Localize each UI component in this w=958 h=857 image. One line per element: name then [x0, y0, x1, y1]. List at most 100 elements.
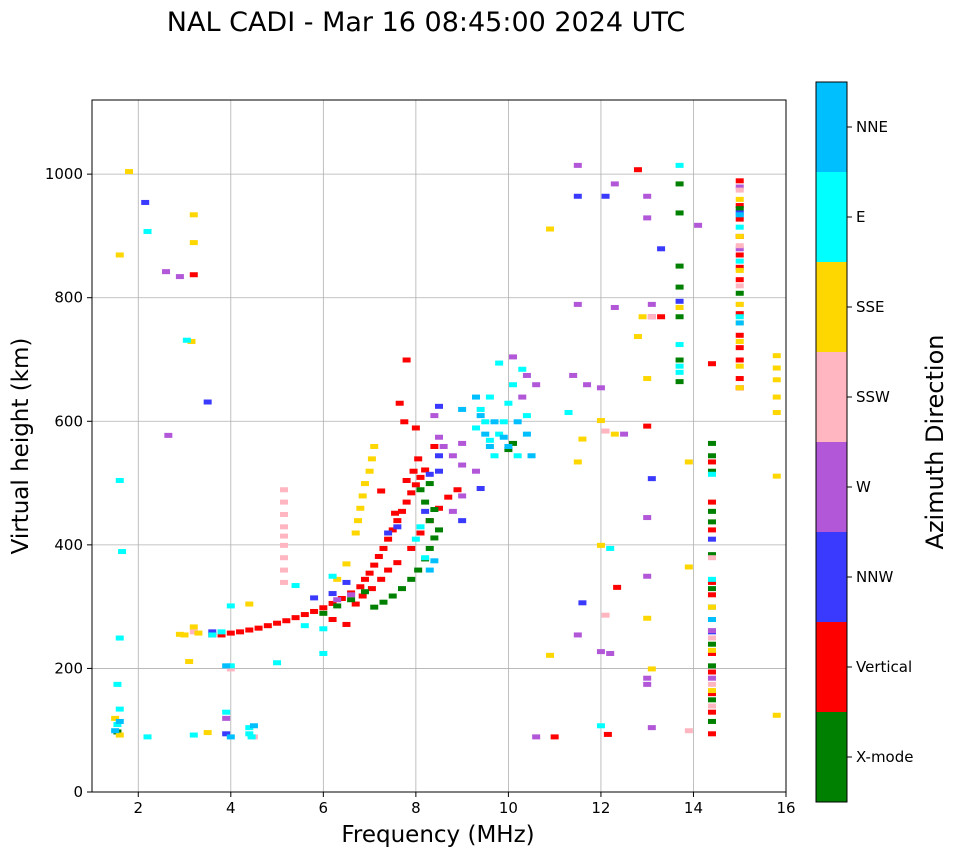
data-point — [189, 624, 198, 630]
data-point — [504, 447, 513, 453]
data-point — [370, 604, 379, 610]
data-point — [425, 567, 434, 573]
data-point — [606, 650, 615, 656]
series-e — [113, 162, 744, 740]
data-point — [115, 732, 124, 738]
data-point — [222, 663, 231, 669]
data-point — [118, 549, 127, 555]
data-point — [735, 252, 744, 258]
data-point — [772, 365, 781, 371]
colorbar-swatch — [816, 352, 847, 442]
data-point — [328, 591, 337, 597]
data-point — [735, 216, 744, 222]
data-point — [164, 432, 173, 438]
data-point — [647, 476, 656, 482]
colorbar-tick-label: SSE — [856, 298, 885, 316]
data-point — [481, 419, 490, 425]
data-point — [435, 434, 443, 440]
data-point — [407, 490, 416, 496]
data-point — [509, 440, 518, 446]
data-point — [407, 576, 416, 582]
colorbar-tick-label: NNW — [856, 568, 893, 586]
data-point — [249, 723, 258, 729]
data-point — [481, 431, 490, 437]
x-tick-label: 6 — [319, 799, 329, 817]
data-point — [596, 649, 605, 655]
data-point — [280, 567, 289, 573]
data-point — [735, 258, 744, 264]
data-point — [675, 379, 684, 385]
data-point — [407, 545, 416, 551]
data-point — [573, 193, 582, 199]
data-point — [113, 681, 122, 687]
data-point — [421, 555, 430, 561]
data-point — [358, 593, 367, 599]
data-point — [263, 623, 272, 629]
data-point — [707, 669, 716, 675]
data-point — [377, 576, 386, 582]
data-point — [300, 623, 309, 629]
data-point — [291, 615, 300, 621]
data-point — [735, 301, 744, 307]
data-point — [347, 592, 356, 598]
data-point — [643, 615, 652, 621]
data-point — [245, 731, 254, 737]
data-point — [638, 314, 647, 320]
data-point — [254, 625, 263, 631]
data-point — [499, 434, 508, 440]
data-point — [414, 456, 423, 462]
data-point — [280, 487, 289, 493]
data-point — [522, 372, 531, 378]
data-point — [707, 453, 716, 459]
data-point — [707, 663, 716, 669]
data-point — [735, 332, 744, 338]
data-point — [342, 561, 351, 567]
data-point — [280, 542, 289, 548]
data-point — [675, 284, 684, 290]
data-point — [425, 518, 434, 524]
data-point — [684, 459, 693, 465]
data-point — [707, 576, 716, 582]
data-point — [384, 567, 393, 573]
data-point — [111, 715, 120, 721]
data-point — [735, 277, 744, 283]
data-point — [411, 536, 420, 542]
data-point — [735, 320, 744, 326]
data-point — [476, 413, 485, 419]
data-point — [707, 604, 716, 610]
data-point — [458, 462, 467, 468]
data-point — [111, 728, 120, 734]
data-point — [113, 722, 122, 728]
data-point — [187, 338, 196, 344]
data-point — [328, 617, 337, 622]
data-point — [411, 425, 420, 431]
data-point — [319, 650, 328, 656]
data-point — [115, 706, 124, 712]
data-point — [245, 627, 254, 633]
data-point — [280, 579, 289, 585]
data-point — [518, 394, 527, 400]
data-point — [402, 357, 411, 363]
data-point — [735, 187, 744, 193]
data-point — [643, 573, 652, 579]
data-point — [180, 632, 189, 638]
data-point — [342, 621, 351, 627]
data-point — [189, 212, 198, 218]
data-point — [532, 734, 541, 740]
data-point — [370, 444, 379, 449]
data-point — [707, 641, 716, 647]
x-tick-label: 2 — [133, 799, 143, 817]
data-point — [356, 584, 365, 590]
data-point — [351, 601, 360, 607]
data-point — [448, 508, 457, 514]
data-point — [485, 437, 494, 443]
data-point — [425, 481, 434, 487]
colorbar-tick-label: X-mode — [856, 748, 913, 766]
data-point — [675, 181, 684, 187]
data-point — [707, 675, 716, 681]
data-point — [189, 629, 198, 635]
data-point — [647, 725, 656, 731]
data-point — [647, 666, 656, 672]
data-point — [495, 360, 504, 366]
data-point — [684, 564, 693, 570]
